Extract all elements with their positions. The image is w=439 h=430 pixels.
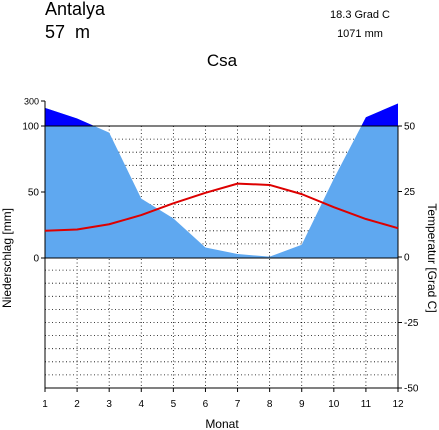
left-tick-label: 0: [33, 254, 39, 265]
right-tick-label: 25: [404, 187, 416, 198]
month-tick-label: 10: [328, 399, 340, 410]
precipitation-fill: [45, 104, 398, 259]
annual-precipitation: 1071 mm: [337, 28, 383, 40]
left-tick-label: 300: [24, 97, 39, 107]
temperature-axis-ticks: 50 25 0 -25 -50: [398, 122, 419, 395]
right-tick-label: 0: [404, 253, 410, 264]
station-name: Antalya: [45, 0, 106, 19]
month-tick-label: 1: [42, 399, 48, 410]
month-tick-label: 3: [106, 399, 112, 410]
month-tick-label: 5: [171, 399, 177, 410]
left-tick-label: 100: [22, 122, 39, 133]
month-tick-label: 9: [299, 399, 305, 410]
right-tick-label: -25: [404, 318, 419, 329]
left-tick-label: 50: [28, 188, 40, 199]
precipitation-axis-ticks: 0 50 100 300: [22, 97, 45, 265]
month-tick-label: 4: [138, 399, 144, 410]
right-axis-label: Temperatur [Grad C]: [425, 203, 439, 312]
month-tick-label: 12: [392, 399, 404, 410]
month-tick-label: 8: [267, 399, 273, 410]
right-tick-label: 50: [404, 122, 416, 133]
month-tick-label: 11: [361, 399, 372, 410]
precipitation-area: [45, 103, 398, 258]
right-tick-label: -50: [404, 384, 419, 395]
month-tick-label: 6: [203, 399, 209, 410]
x-axis-label: Monat: [205, 417, 239, 430]
month-tick-label: 2: [74, 399, 80, 410]
left-axis-label: Niederschlag [mm]: [0, 208, 14, 308]
climate-class: Csa: [207, 51, 238, 70]
mean-temperature: 18.3 Grad C: [330, 9, 390, 21]
month-axis-ticks: 1 2 3 4 5 6 7 8 9 10 11 12: [42, 388, 404, 410]
station-elevation: 57 m: [45, 22, 90, 42]
month-tick-label: 7: [235, 399, 241, 410]
